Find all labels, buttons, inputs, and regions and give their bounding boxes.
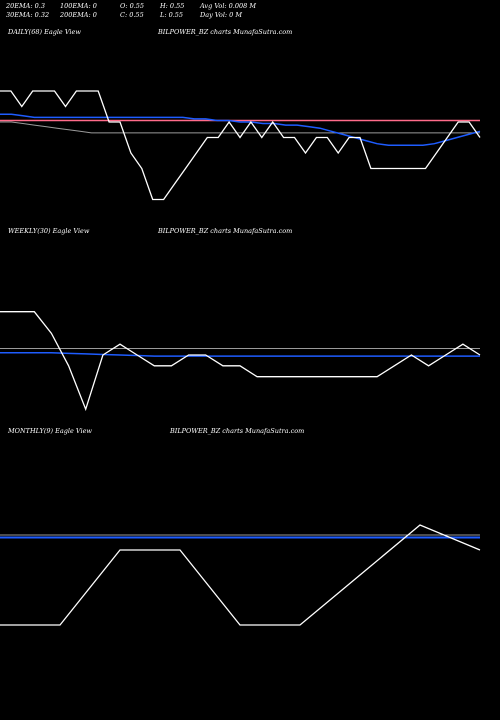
weekly-title: WEEKLY(30) Eagle View — [8, 227, 90, 235]
stat-close: C: 0.55 — [120, 11, 144, 19]
daily-ema-blue-line — [0, 113, 481, 147]
stat-avg-vol: Avg Vol: 0.008 M — [200, 2, 257, 10]
weekly-ema-blue-line — [0, 352, 480, 357]
monthly-price-line — [0, 524, 481, 626]
weekly-subtitle: BILPOWER_BZ charts MunafaSutra.com — [158, 227, 293, 235]
stat-30ema: 30EMA: 0.32 — [6, 11, 50, 19]
stat-high: H: 0.55 — [160, 2, 185, 10]
daily-price-line — [0, 90, 481, 201]
monthly-title: MONTHLY(9) Eagle View — [8, 427, 92, 435]
stat-low: L: 0.55 — [160, 11, 184, 19]
daily-subtitle: BILPOWER_BZ charts MunafaSutra.com — [158, 28, 293, 36]
daily-ema-gray-line — [0, 121, 480, 134]
daily-title: DAILY(68) Eagle View — [8, 28, 81, 36]
stat-20ema: 20EMA: 0.3 — [6, 2, 45, 10]
monthly-subtitle: BILPOWER_BZ charts MunafaSutra.com — [170, 427, 305, 435]
stat-200ema: 200EMA: 0 — [60, 11, 97, 19]
stat-day-vol: Day Vol: 0 M — [200, 11, 243, 19]
stat-open: O: 0.55 — [120, 2, 145, 10]
stat-100ema: 100EMA: 0 — [60, 2, 97, 10]
weekly-price-line — [0, 311, 481, 412]
